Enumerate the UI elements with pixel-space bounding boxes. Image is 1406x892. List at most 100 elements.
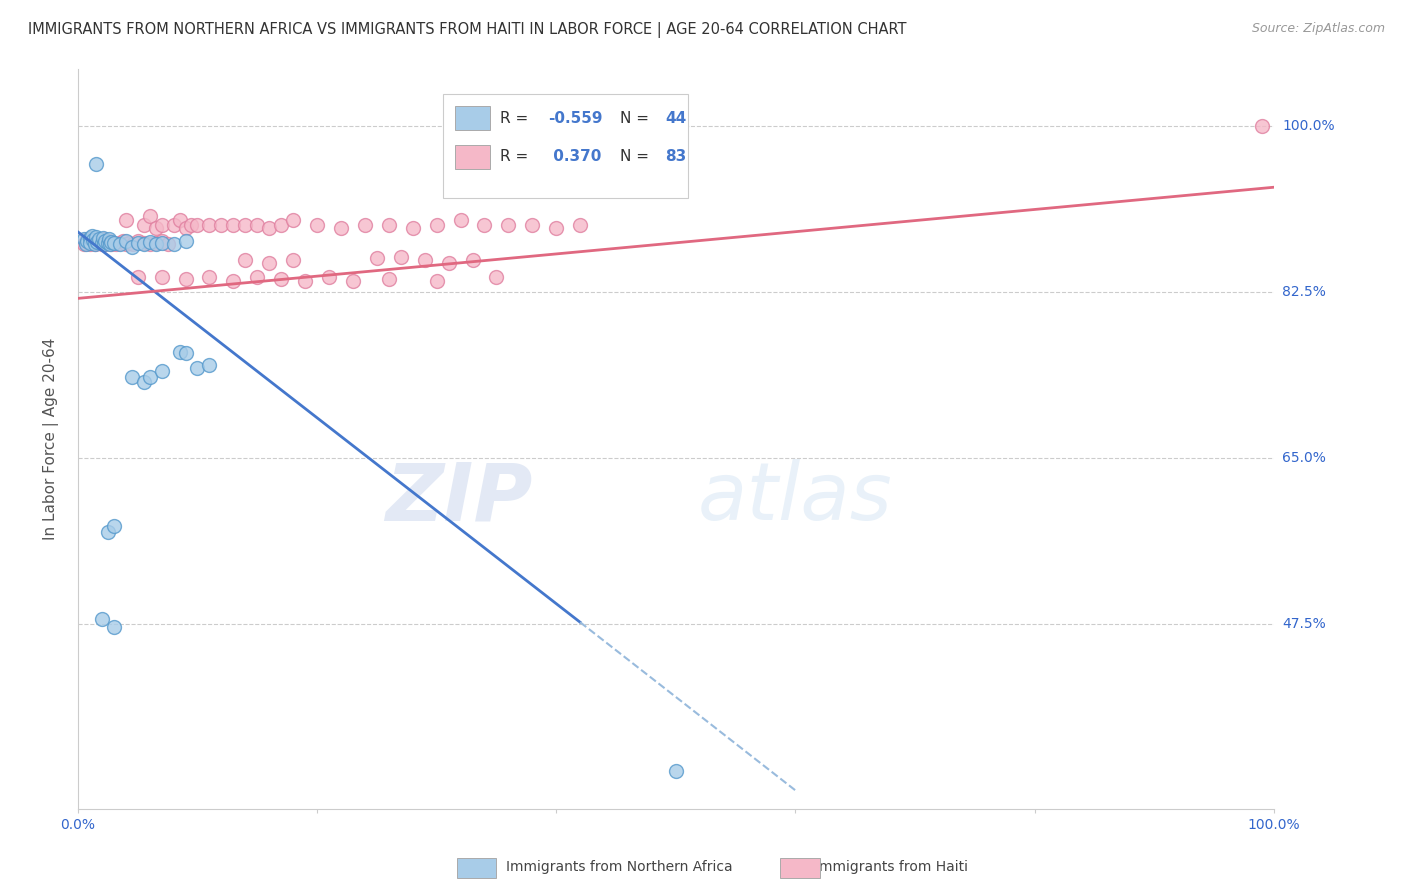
- Point: [498, 219, 520, 233]
- Point: [90, 612, 112, 626]
- Point: [156, 237, 179, 252]
- Point: [112, 235, 135, 249]
- Point: [121, 240, 143, 254]
- Point: [426, 274, 449, 288]
- Point: [100, 237, 122, 252]
- Point: [94, 235, 117, 249]
- Point: [150, 270, 173, 285]
- Point: [127, 270, 149, 285]
- Point: [318, 270, 340, 285]
- Point: [138, 235, 160, 250]
- Point: [342, 274, 364, 288]
- Point: [114, 237, 136, 252]
- Text: 47.5%: 47.5%: [1282, 617, 1326, 632]
- Point: [169, 213, 191, 227]
- Point: [105, 237, 128, 252]
- Point: [145, 236, 167, 251]
- Point: [402, 221, 425, 235]
- Point: [90, 236, 112, 251]
- Point: [138, 209, 160, 223]
- Point: [1250, 119, 1272, 133]
- Point: [91, 236, 114, 251]
- Text: IMMIGRANTS FROM NORTHERN AFRICA VS IMMIGRANTS FROM HAITI IN LABOR FORCE | AGE 20: IMMIGRANTS FROM NORTHERN AFRICA VS IMMIG…: [28, 22, 907, 38]
- Text: R =: R =: [501, 111, 529, 126]
- Point: [83, 237, 105, 252]
- Point: [89, 235, 111, 249]
- Point: [246, 270, 269, 285]
- Point: [150, 236, 173, 251]
- Point: [186, 219, 208, 233]
- Text: N =: N =: [620, 111, 648, 126]
- Point: [198, 358, 221, 372]
- Point: [450, 213, 472, 227]
- Text: Immigrants from Northern Africa: Immigrants from Northern Africa: [506, 860, 733, 874]
- Point: [97, 236, 120, 251]
- Point: [114, 213, 136, 227]
- Point: [522, 219, 544, 233]
- Point: [97, 236, 120, 251]
- Point: [569, 219, 592, 233]
- Point: [389, 250, 412, 264]
- Point: [80, 235, 103, 249]
- Point: [84, 232, 107, 246]
- Point: [257, 221, 280, 235]
- Point: [474, 219, 496, 233]
- Point: [174, 272, 197, 286]
- Point: [138, 237, 160, 252]
- Point: [76, 232, 98, 246]
- Point: [122, 237, 145, 252]
- Text: 44: 44: [665, 111, 686, 126]
- Point: [73, 237, 96, 252]
- Point: [233, 219, 256, 233]
- Point: [97, 232, 120, 246]
- Point: [103, 236, 125, 251]
- Point: [86, 236, 108, 251]
- Point: [330, 221, 353, 235]
- Point: [546, 221, 568, 235]
- Point: [138, 370, 160, 384]
- Point: [127, 235, 149, 249]
- Point: [75, 237, 97, 252]
- Y-axis label: In Labor Force | Age 20-64: In Labor Force | Age 20-64: [44, 338, 59, 541]
- Point: [76, 235, 98, 249]
- Point: [75, 236, 97, 251]
- Point: [108, 237, 131, 252]
- Point: [162, 219, 184, 233]
- Point: [132, 237, 155, 252]
- Text: atlas: atlas: [697, 459, 893, 537]
- Text: 83: 83: [665, 149, 686, 164]
- Point: [79, 230, 101, 244]
- Point: [82, 236, 104, 251]
- Point: [257, 256, 280, 270]
- Point: [461, 253, 484, 268]
- Point: [174, 346, 197, 360]
- Point: [145, 221, 167, 235]
- Point: [222, 219, 245, 233]
- Point: [186, 360, 208, 375]
- Point: [222, 274, 245, 288]
- Point: [103, 620, 125, 634]
- Point: [169, 344, 191, 359]
- Point: [93, 237, 115, 252]
- Point: [89, 232, 111, 246]
- Point: [413, 253, 436, 268]
- Point: [97, 524, 120, 539]
- Point: [91, 230, 114, 244]
- Point: [132, 375, 155, 389]
- FancyBboxPatch shape: [454, 145, 491, 169]
- Point: [485, 270, 508, 285]
- Point: [83, 237, 105, 252]
- Point: [84, 156, 107, 170]
- Point: [665, 764, 688, 779]
- Point: [437, 256, 460, 270]
- Point: [132, 236, 155, 251]
- Point: [103, 519, 125, 533]
- Text: 82.5%: 82.5%: [1282, 285, 1326, 299]
- Text: 100.0%: 100.0%: [1282, 119, 1334, 133]
- FancyBboxPatch shape: [443, 95, 688, 198]
- Point: [79, 236, 101, 251]
- Point: [84, 229, 107, 244]
- Point: [270, 219, 292, 233]
- Text: -0.559: -0.559: [548, 111, 602, 126]
- Point: [114, 235, 136, 249]
